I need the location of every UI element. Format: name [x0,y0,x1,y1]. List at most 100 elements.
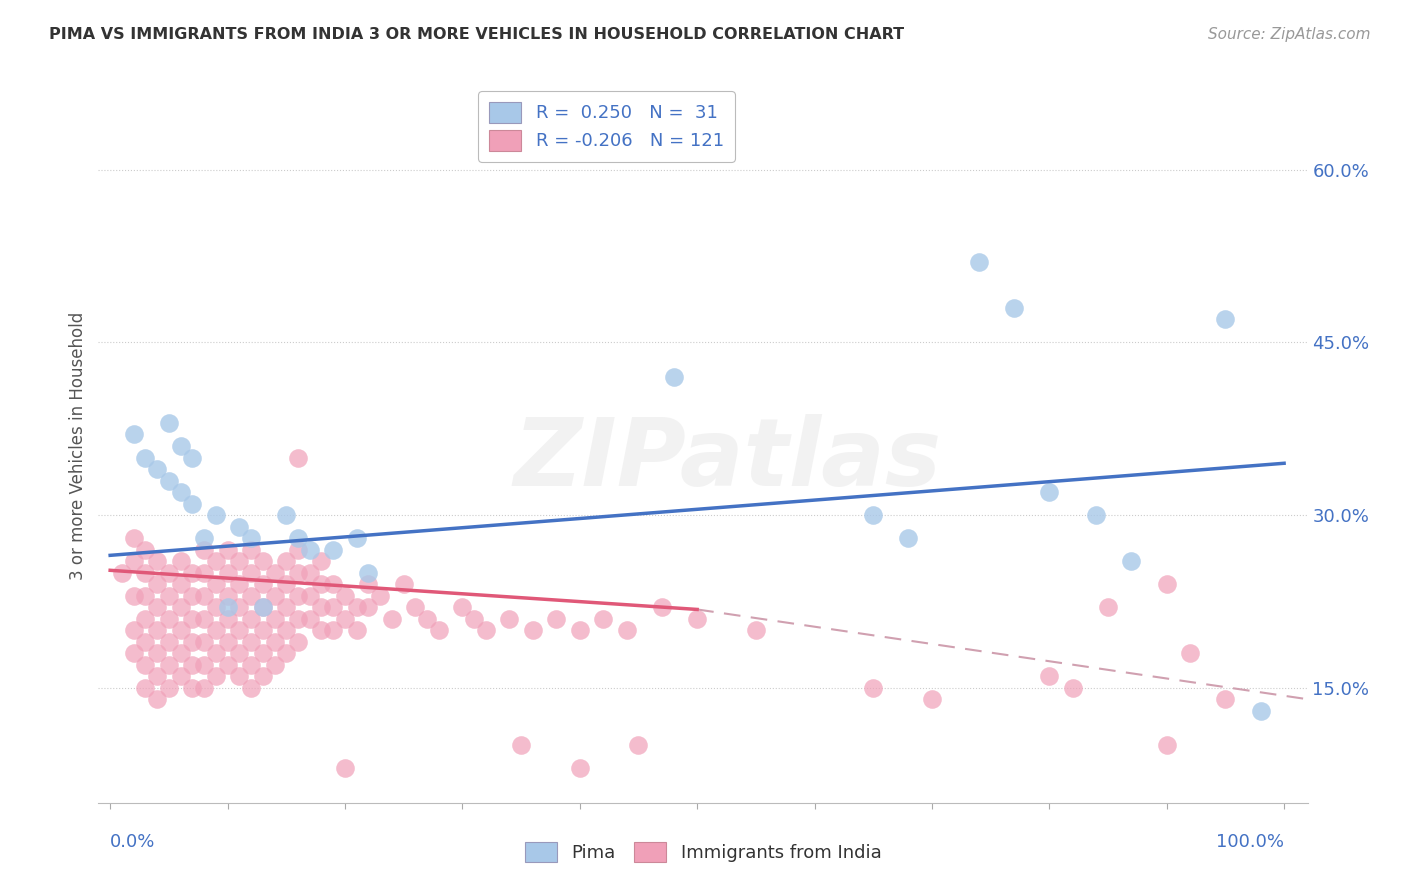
Point [193,657,215,672]
Point [134,566,156,580]
Point [862,508,884,522]
Point [146,669,169,683]
Point [392,577,415,591]
Point [193,634,215,648]
Point [252,554,274,568]
Point [276,623,298,637]
Point [228,600,250,615]
Point [228,554,250,568]
Point [686,612,709,626]
Point [169,439,191,453]
Point [157,474,180,488]
Point [204,669,226,683]
Point [169,485,191,500]
Point [967,255,990,269]
Point [322,623,344,637]
Point [298,566,321,580]
Point [263,657,285,672]
Point [346,600,368,615]
Point [181,657,204,672]
Point [252,669,274,683]
Point [252,646,274,660]
Point [217,542,239,557]
Point [252,600,274,615]
Point [298,589,321,603]
Point [287,531,309,545]
Legend: R =  0.250   N =  31, R = -0.206   N = 121: R = 0.250 N = 31, R = -0.206 N = 121 [478,91,735,161]
Point [568,623,591,637]
Point [287,450,309,465]
Point [169,669,191,683]
Point [217,600,239,615]
Point [217,612,239,626]
Point [333,612,356,626]
Point [311,577,333,591]
Point [181,566,204,580]
Point [298,612,321,626]
Point [157,566,180,580]
Point [146,577,169,591]
Point [592,612,614,626]
Point [662,370,685,384]
Text: PIMA VS IMMIGRANTS FROM INDIA 3 OR MORE VEHICLES IN HOUSEHOLD CORRELATION CHART: PIMA VS IMMIGRANTS FROM INDIA 3 OR MORE … [49,27,904,42]
Point [111,566,134,580]
Point [276,554,298,568]
Point [1038,485,1060,500]
Point [181,681,204,695]
Point [240,681,263,695]
Point [252,623,274,637]
Point [568,761,591,775]
Point [404,600,426,615]
Point [1215,692,1237,706]
Point [322,542,344,557]
Point [276,577,298,591]
Point [146,692,169,706]
Point [416,612,439,626]
Point [122,554,145,568]
Point [146,623,169,637]
Point [193,542,215,557]
Point [204,508,226,522]
Point [346,623,368,637]
Point [333,761,356,775]
Point [240,542,263,557]
Point [333,589,356,603]
Point [157,681,180,695]
Point [193,589,215,603]
Point [134,681,156,695]
Point [169,600,191,615]
Point [1002,301,1025,315]
Point [122,427,145,442]
Point [240,566,263,580]
Point [1156,738,1178,752]
Point [862,681,884,695]
Point [1215,312,1237,326]
Text: 100.0%: 100.0% [1216,833,1284,851]
Point [169,577,191,591]
Point [240,612,263,626]
Point [134,634,156,648]
Point [193,531,215,545]
Point [263,612,285,626]
Point [263,634,285,648]
Point [122,589,145,603]
Point [311,623,333,637]
Text: ZIPatlas: ZIPatlas [513,414,941,507]
Point [745,623,768,637]
Point [263,566,285,580]
Point [522,623,544,637]
Point [157,416,180,430]
Point [193,681,215,695]
Point [240,657,263,672]
Point [1085,508,1108,522]
Point [240,531,263,545]
Point [122,623,145,637]
Point [463,612,485,626]
Point [228,623,250,637]
Point [357,600,380,615]
Point [287,566,309,580]
Point [1062,681,1084,695]
Point [498,612,520,626]
Point [204,600,226,615]
Point [134,450,156,465]
